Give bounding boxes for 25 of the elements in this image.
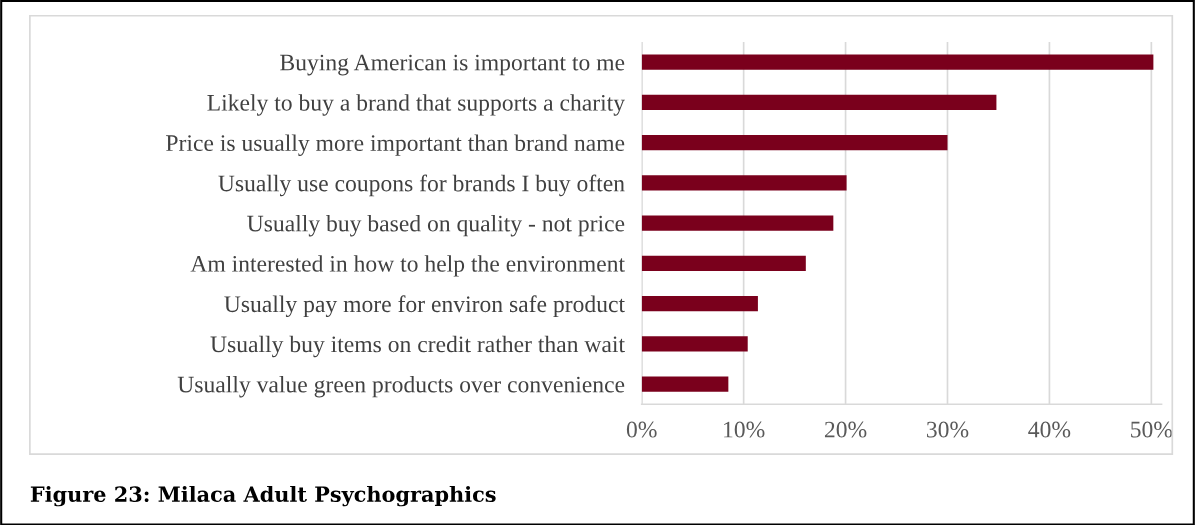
x-tick-label: 30% bbox=[926, 421, 969, 438]
y-tick-label: Likely to buy a brand that supports a charity bbox=[207, 94, 625, 116]
bar bbox=[641, 376, 729, 392]
x-tick-label: 40% bbox=[1028, 421, 1071, 438]
y-tick-label: Buying American is important to me bbox=[280, 54, 625, 76]
bar bbox=[641, 54, 1154, 70]
y-tick-label: Am interested in how to help the environment bbox=[190, 255, 625, 277]
y-tick-label: Usually buy items on credit rather than wait bbox=[210, 335, 625, 358]
bar bbox=[641, 215, 834, 231]
bar bbox=[641, 175, 847, 191]
y-tick-label: Usually buy based on quality - not price bbox=[247, 214, 625, 237]
y-tick-label: Price is usually more important than brand name bbox=[166, 134, 625, 156]
bar bbox=[641, 134, 948, 151]
bar bbox=[641, 295, 758, 312]
x-tick-label: 0% bbox=[626, 421, 657, 438]
bar bbox=[641, 94, 997, 111]
x-tick-label: 10% bbox=[724, 421, 765, 438]
bar bbox=[641, 255, 806, 272]
y-tick-label: Usually value green products over convenience bbox=[177, 375, 625, 398]
bar bbox=[641, 336, 748, 352]
y-tick-label: Usually pay more for environ safe product bbox=[224, 295, 625, 318]
y-tick-label: Usually use coupons for brands I buy often bbox=[218, 174, 625, 197]
x-tick-label: 20% bbox=[824, 421, 867, 438]
x-tick-label: 50% bbox=[1131, 421, 1173, 438]
caption: Figure 23: Milaca Adult Psychographics bbox=[30, 485, 496, 507]
